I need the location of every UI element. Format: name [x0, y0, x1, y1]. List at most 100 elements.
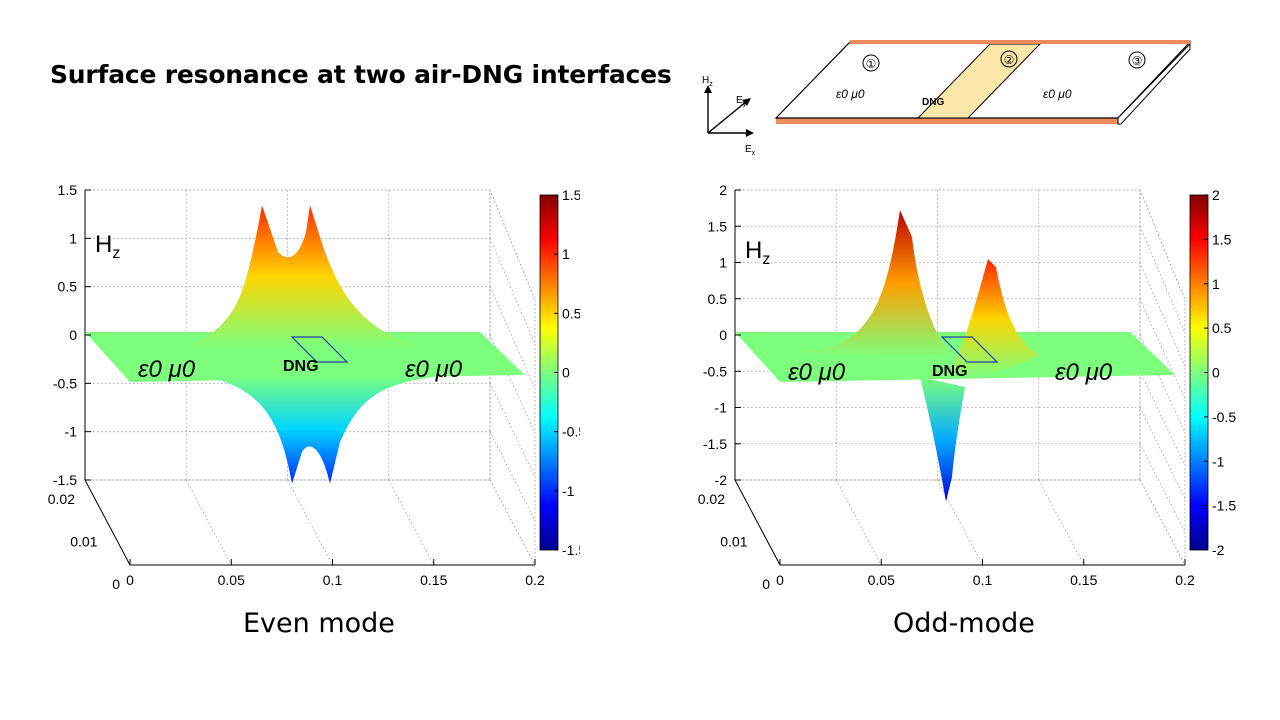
slab	[774, 40, 1192, 125]
region-3-label: ε0 μ0	[1043, 87, 1072, 101]
side-gridline	[1139, 443, 1186, 533]
z-tick-label: -1	[715, 400, 728, 416]
y-tick-label: 0.01	[720, 534, 747, 550]
odd-mode-caption: Odd-mode	[893, 608, 1035, 639]
colorbar-tick-label: -1.5	[1212, 498, 1236, 514]
dng-label: DNG	[932, 363, 968, 380]
x-tick-label: 0.05	[218, 572, 245, 588]
colorbar-tick-label: 2	[1212, 187, 1220, 203]
right-medium-label: ε0 μ0	[1055, 359, 1113, 386]
region-2-number: ②	[1004, 53, 1015, 67]
dng-outline	[940, 336, 999, 363]
colorbar-tick-label: 0	[562, 365, 570, 381]
side-gridline	[489, 431, 536, 522]
side-gridline	[489, 286, 536, 389]
colorbar-tick-label: 1	[562, 246, 570, 262]
region-1-number: ①	[866, 57, 877, 71]
region-3: ③ ε0 μ0	[1043, 51, 1146, 101]
colorbar-tick-label: -0.5	[562, 424, 580, 440]
region-2: ② DNG	[922, 50, 1018, 108]
y-tick-label: 0	[112, 576, 120, 590]
x-tick-label: 0.2	[525, 572, 545, 588]
z-tick-label: -1.5	[53, 472, 77, 488]
side-gridline	[489, 238, 536, 345]
left-medium-label: ε0 μ0	[788, 359, 846, 386]
floor-gridline	[835, 479, 882, 566]
bottom-plate	[776, 118, 1118, 124]
ey-axis-label: Ey	[736, 95, 747, 108]
z-tick-label: -0.5	[53, 375, 77, 391]
x-tick-label: 0.2	[1175, 572, 1195, 588]
coordinate-axes: Hz Ey Ex	[702, 75, 756, 157]
region-1-label: ε0 μ0	[836, 87, 865, 101]
slide-title: Surface resonance at two air-DNG interfa…	[50, 60, 672, 89]
colorbar-tick-label: -0.5	[1212, 409, 1236, 425]
z-tick-label: -2	[715, 472, 728, 488]
floor-gridline	[1038, 479, 1085, 566]
z-tick-label: -1	[65, 424, 78, 440]
colorbar-tick-label: -1	[562, 483, 575, 499]
z-tick-label: 0	[69, 327, 77, 343]
odd-mode-surface-plot: 21.510.50-0.5-1-1.5-20.020.010 0 0.05 0.1 0.…	[698, 182, 1237, 590]
slab-side	[1117, 42, 1191, 125]
colorbar-tick-label: 0	[1212, 365, 1220, 381]
side-gridline	[1139, 262, 1186, 367]
ex-axis-label: Ex	[745, 144, 756, 157]
z-tick-label: 1	[719, 255, 727, 271]
side-gridline	[1139, 334, 1186, 433]
surface-peak	[185, 205, 430, 347]
colorbar-tick-label: -1	[1212, 453, 1225, 469]
y-tick-label: 0.01	[70, 534, 97, 550]
side-gridline	[489, 334, 536, 433]
region-3-number: ③	[1132, 54, 1143, 68]
hz-label: Hz	[95, 231, 120, 262]
y-axis	[84, 479, 131, 566]
region-2-label: DNG	[922, 97, 944, 108]
y-axis	[734, 479, 781, 566]
x-tick-label: 0.15	[1070, 572, 1097, 588]
floor-gridline	[937, 479, 983, 566]
z-tick-label: 1.5	[58, 182, 78, 198]
even-mode-caption: Even mode	[243, 608, 395, 639]
left-medium-label: ε0 μ0	[138, 356, 196, 383]
waveguide-diagram: Hz Ey Ex ① ε0 μ0 ② DNG ③ ε0 μ0	[702, 40, 1192, 157]
colorbar-tick-label: 1.5	[562, 187, 580, 203]
z-tick-label: 0	[719, 327, 727, 343]
z-tick-label: -0.5	[703, 363, 727, 379]
colorbar-tick-label: 1.5	[1212, 231, 1232, 247]
colorbar-tick-label: 0.5	[562, 305, 580, 321]
x-tick-label: 0	[776, 572, 784, 588]
x-tick-label: 0.15	[420, 572, 447, 588]
floor-gridline	[287, 479, 333, 566]
z-tick-label: 0.5	[58, 279, 78, 295]
side-gridline	[1139, 226, 1186, 334]
dng-outline	[290, 336, 349, 363]
z-tick-label: 0.5	[708, 291, 728, 307]
side-gridline	[1139, 407, 1186, 499]
floor-gridline	[489, 479, 536, 566]
surface-peak	[790, 210, 952, 357]
region-1: ① ε0 μ0	[836, 54, 880, 101]
z-tick-label: 2	[719, 182, 727, 198]
floor-gridline	[388, 479, 435, 566]
surface-trough	[200, 375, 450, 484]
dng-label: DNG	[283, 358, 319, 375]
side-gridline	[489, 383, 536, 477]
hz-axis-label: Hz	[702, 75, 713, 88]
x-tick-label: 0.1	[973, 572, 993, 588]
z-tick-label: 1.5	[708, 218, 728, 234]
y-tick-label: 0	[762, 576, 770, 590]
surface-trough	[920, 377, 965, 502]
surface-peak	[952, 259, 1040, 377]
even-mode-surface-plot: 1.510.50-0.5-1-1.50.020.010 0 0.05 0.1 0.15 0…	[48, 182, 580, 590]
colorbar-tick-label: -2	[1212, 542, 1225, 558]
colorbar-tick-label: -1.5	[562, 542, 580, 558]
colorbar-tick-label: 0.5	[1212, 320, 1232, 336]
x-tick-label: 0.05	[868, 572, 895, 588]
z-tick-label: 1	[69, 230, 77, 246]
floor-gridline	[1139, 479, 1186, 566]
y-tick-label: 0.02	[698, 491, 725, 507]
floor-gridline	[185, 479, 232, 566]
top-plate	[850, 40, 1190, 44]
z-tick-label: -1.5	[703, 436, 727, 452]
